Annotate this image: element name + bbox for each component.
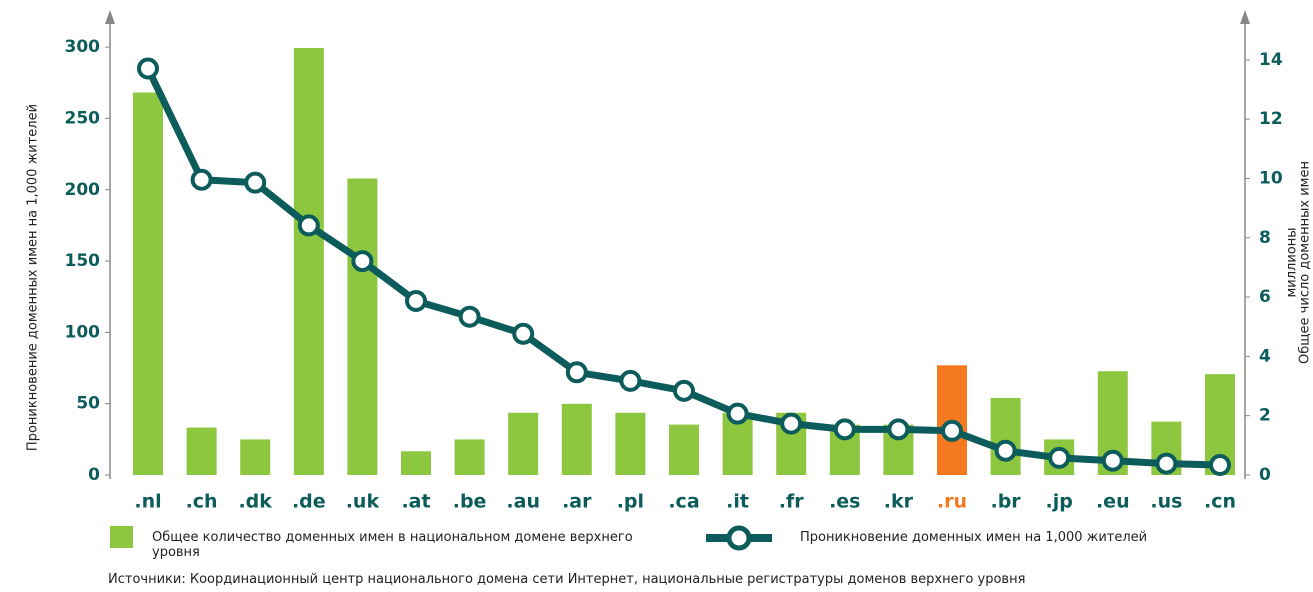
line-marker [1101,449,1124,472]
line-marker [941,419,963,442]
y-tick-label: 300 [65,37,101,57]
line-marker [673,379,695,402]
line-marker [994,439,1017,462]
y2-tick-label: 4 [1259,346,1271,366]
y2-tick-label: 2 [1259,406,1271,426]
x-tick-label: .nl [134,491,161,513]
bar [133,92,163,475]
x-tick-label: .br [990,491,1021,513]
line-marker [565,361,588,384]
y2-tick-label: 10 [1259,168,1283,188]
bar [990,397,1021,475]
x-tick-label: .es [829,491,860,513]
x-tick-label: .ch [186,491,218,513]
x-tick-label: .dk [238,491,272,513]
x-tick-label: .ru [937,491,967,513]
x-tick-label: .ca [668,491,699,513]
line-marker [1209,454,1231,477]
bar [347,178,378,475]
bar [293,48,324,475]
line-marker [887,418,910,441]
bar [669,424,699,475]
x-tick-label: .jp [1046,491,1073,513]
y-tick-label: 100 [65,322,101,342]
y-tick-label: 250 [65,108,101,128]
line-marker [297,214,320,237]
line-marker [780,412,803,435]
y2-tick-label: 0 [1259,465,1271,485]
x-tick-label: .cn [1204,491,1236,513]
x-tick-label: .us [1150,491,1182,513]
y2-tick-label: 14 [1259,50,1283,70]
bar [186,427,217,475]
y2-axis-label: миллионы [1285,227,1300,297]
bar [561,403,592,475]
y2-tick-label: 12 [1259,109,1283,129]
x-tick-label: .at [401,491,430,513]
x-tick-label: .de [292,491,326,513]
y2-tick-label: 8 [1259,228,1271,248]
bar [454,439,485,475]
legend-label: Проникновение доменных имен на 1,000 жит… [800,530,1148,545]
x-tick-label: .ar [562,491,592,513]
bar [401,451,431,475]
line-marker [833,418,856,441]
x-tick-label: .kr [884,491,914,513]
line-marker [726,402,749,425]
line-marker [458,305,481,328]
x-tick-label: .uk [346,491,380,513]
y-tick-label: 50 [76,394,100,414]
source: Источники: Координационный центр национа… [108,572,1026,587]
bar [508,412,539,475]
x-tick-label: .it [726,491,749,513]
axis-arrow [1240,10,1250,24]
x-tick-label: .pl [617,491,644,513]
line-marker [244,171,267,194]
line-marker [190,168,213,191]
bar [615,412,646,475]
y-tick-label: 0 [88,465,100,485]
y-tick-label: 200 [65,180,101,200]
x-tick-label: .fr [779,491,804,513]
legend-marker [726,525,752,551]
line-marker [351,250,374,273]
y-axis-label: Проникновение доменных имен на 1,000 жит… [26,104,41,451]
y2-axis-label: Общее число доменных имен [1298,161,1313,364]
line-marker [619,369,642,392]
x-tick-label: .be [453,491,487,513]
line-marker [1155,452,1178,475]
bar [240,439,271,475]
x-tick-label: .au [506,491,540,513]
y2-tick-label: 6 [1259,287,1271,307]
legend-swatch [110,526,133,548]
line-marker [137,57,159,80]
y-tick-label: 150 [65,251,101,271]
line-marker [405,290,427,312]
x-tick-label: .eu [1096,491,1130,513]
line-marker [1048,446,1071,469]
axis-arrow [105,10,115,24]
line-marker [512,322,535,345]
legend-label: Общее количество доменных имен в национа… [152,530,633,560]
